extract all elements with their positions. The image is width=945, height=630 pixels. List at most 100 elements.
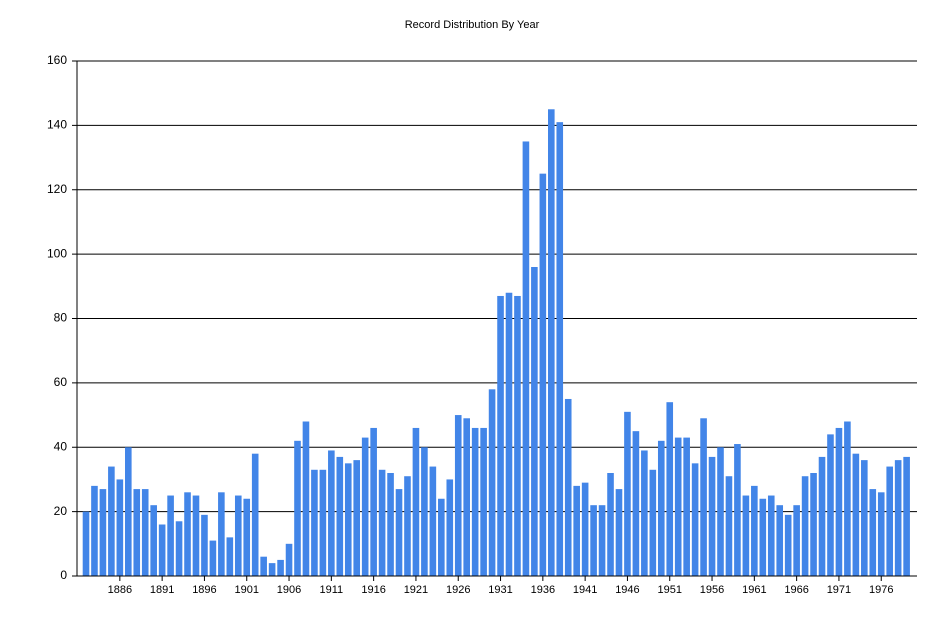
bar: [404, 476, 411, 576]
bar: [844, 421, 851, 576]
bar: [125, 447, 132, 576]
bar: [353, 460, 361, 576]
bar: [666, 402, 674, 576]
bar: [581, 482, 589, 576]
bar: [471, 427, 479, 576]
bar: [175, 521, 183, 576]
bar: [251, 453, 259, 576]
x-tick-label: 1961: [742, 584, 766, 596]
bar: [319, 469, 327, 576]
bar: [412, 427, 420, 576]
bar: [167, 495, 174, 576]
bar: [767, 495, 775, 576]
bar: [302, 421, 310, 576]
bar: [759, 498, 767, 576]
x-tick-label: 1956: [700, 584, 724, 596]
bar: [480, 427, 487, 576]
bar: [243, 498, 251, 576]
bar: [573, 485, 580, 576]
chart-title: Record Distribution By Year: [405, 19, 540, 31]
x-tick-label: 1941: [573, 584, 597, 596]
bar: [497, 295, 504, 576]
y-tick-label: 80: [54, 311, 68, 325]
x-tick-label: 1936: [531, 584, 555, 596]
bar: [903, 456, 910, 576]
bar: [192, 495, 200, 576]
bar: [328, 450, 335, 576]
x-tick-label: 1896: [192, 584, 216, 596]
bar: [488, 389, 496, 576]
bar: [751, 485, 758, 576]
bar: [311, 469, 318, 576]
x-tick-label: 1966: [784, 584, 808, 596]
bar: [201, 514, 208, 576]
x-tick-label: 1891: [150, 584, 174, 596]
bar: [361, 437, 369, 576]
bar: [818, 456, 826, 576]
bar: [150, 505, 157, 576]
x-tick-label: 1971: [827, 584, 851, 596]
bar: [277, 559, 284, 576]
x-tick-label: 1931: [488, 584, 512, 596]
bar: [624, 411, 631, 576]
bar: [649, 469, 657, 576]
y-tick-label: 0: [60, 568, 67, 582]
x-tick-label: 1916: [361, 584, 385, 596]
bar: [674, 437, 682, 576]
bar: [742, 495, 750, 576]
bar: [99, 489, 107, 576]
bar: [108, 466, 115, 576]
bar: [226, 537, 234, 576]
bar: [615, 489, 623, 576]
bar: [632, 431, 640, 576]
x-tick-label: 1926: [446, 584, 470, 596]
bar: [734, 444, 741, 576]
bar: [91, 485, 98, 576]
bar: [268, 563, 276, 576]
bar: [370, 427, 377, 576]
bar: [141, 489, 149, 576]
bar: [531, 267, 538, 576]
bar: [607, 473, 614, 576]
bar: [801, 476, 809, 576]
bar: [641, 450, 648, 576]
bar: [234, 495, 242, 576]
x-tick-label: 1946: [615, 584, 639, 596]
x-tick-label: 1951: [657, 584, 681, 596]
bar: [717, 447, 724, 576]
bar: [82, 511, 90, 576]
bar: [184, 492, 191, 576]
bar: [421, 447, 428, 576]
bar: [344, 463, 352, 576]
bar: [708, 456, 716, 576]
x-tick-label: 1906: [277, 584, 301, 596]
bar: [700, 418, 707, 576]
bar: [548, 109, 555, 576]
bar: [463, 418, 470, 576]
bar: [564, 398, 572, 576]
bar: [827, 434, 834, 576]
bar: [294, 440, 301, 576]
bar: [395, 489, 403, 576]
bar: [869, 489, 877, 576]
bar: [116, 479, 124, 576]
bar: [657, 440, 665, 576]
bar: [285, 543, 293, 576]
bar: [810, 473, 817, 576]
y-tick-label: 160: [47, 53, 67, 67]
bar: [861, 460, 868, 576]
bar: [725, 476, 733, 576]
bar: [438, 498, 445, 576]
x-tick-label: 1901: [234, 584, 258, 596]
y-tick-label: 20: [54, 504, 68, 518]
bar: [835, 427, 843, 576]
bar: [378, 469, 386, 576]
bar: [505, 292, 513, 576]
x-tick-label: 1921: [404, 584, 428, 596]
bar: [387, 473, 394, 576]
bar: [894, 460, 902, 576]
bar: [209, 540, 217, 576]
y-tick-label: 40: [54, 439, 68, 453]
bar: [877, 492, 885, 576]
